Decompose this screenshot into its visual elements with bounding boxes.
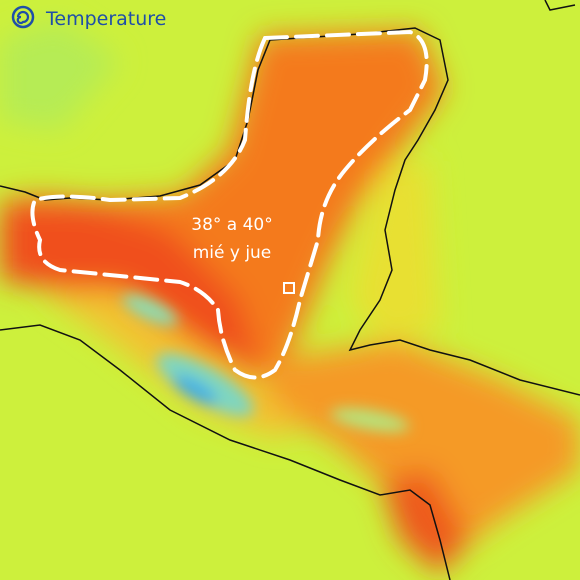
cool-sea [0,20,120,130]
cool-highlands [122,294,410,433]
warm-east [350,160,440,340]
hot-south-core [380,470,470,575]
layer-icon [11,5,35,29]
layer-title: Temperature [45,8,166,30]
hot-south [260,340,580,565]
gulf-coast [0,27,580,396]
island-coast [544,0,576,11]
icon-spiral [16,10,30,25]
annotation-line: mié y jue [193,243,272,263]
hot-core [0,205,260,370]
location-marker [283,282,295,294]
cool-patch [122,294,178,326]
cold-patch [172,375,218,405]
cool-patch [156,353,254,417]
pacific-coast [0,324,451,580]
cool-patch [330,407,410,433]
forecast-outline [30,29,429,380]
annotation-line: 38° a 40° [191,215,273,235]
icon-ring [11,5,35,29]
hot-region [0,30,445,380]
